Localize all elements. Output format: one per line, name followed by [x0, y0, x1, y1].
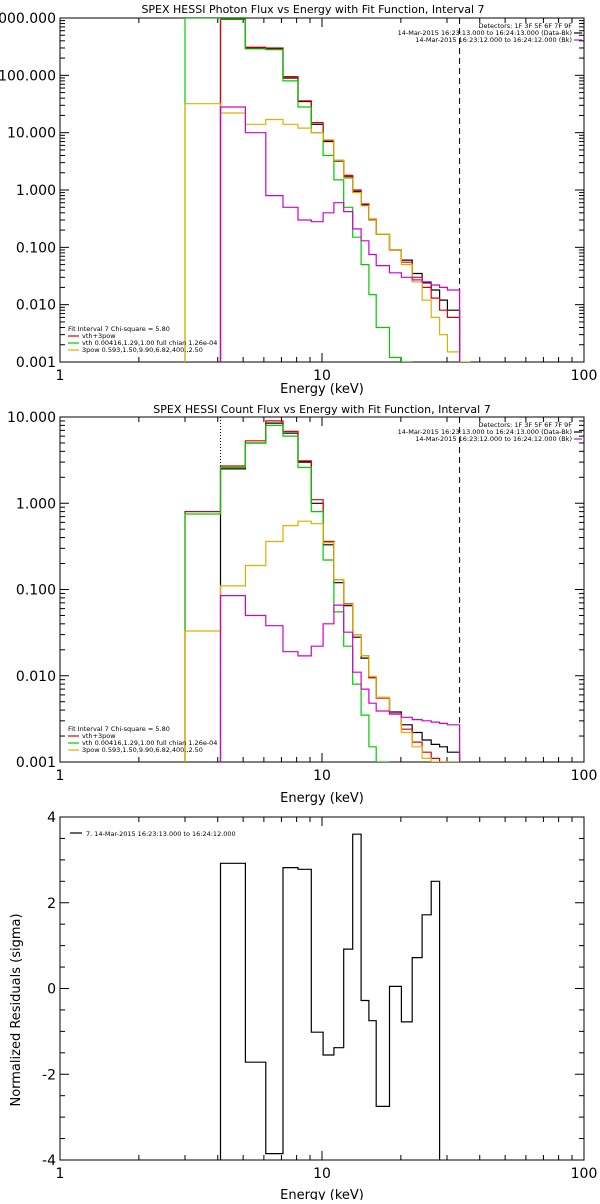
legend-bottom-text: 3pow 0.593,1.50,9.90,6.82,400.,2.50: [82, 346, 203, 354]
legend-bottom-text: vth 0.00416,1.29,1.00 full chian 1.26e-0…: [82, 339, 217, 347]
y-tick-label: 0.001: [16, 755, 56, 771]
y-tick-label: 1.000: [16, 496, 56, 512]
residuals-xlabel: Energy (keV): [280, 1188, 364, 1200]
x-tick-label: 10: [313, 368, 331, 384]
series-line-residuals: [219, 833, 441, 1160]
legend-top-text: 14-Mar-2015 16:23:13.000 to 16:24:13.000…: [398, 29, 572, 37]
y-tick-label: 0: [47, 982, 56, 998]
x-tick-label: 100: [571, 1166, 598, 1182]
x-tick-label: 1: [56, 368, 65, 384]
residuals-ylabel: Normalized Residuals (sigma): [9, 913, 24, 1106]
photon-flux-xlabel: Energy (keV): [280, 382, 364, 397]
x-tick-label: 10: [313, 768, 331, 784]
legend-top-text: 14-Mar-2015 16:23:13.000 to 16:24:13.000…: [398, 428, 572, 436]
legend-bottom-text: Fit Interval 7 Chi-square = 5.80: [68, 325, 170, 333]
x-tick-label: 1: [56, 1166, 65, 1182]
series-line-bk: [219, 106, 461, 362]
series-line-vth: [184, 424, 390, 762]
x-tick-label: 100: [571, 368, 598, 384]
series-group: [184, 18, 471, 362]
photon-flux-panel: SPEX HESSI Photon Flux vs Energy with Fi…: [0, 3, 597, 397]
y-tick-label: 100.000: [0, 68, 56, 84]
x-tick-label: 1: [56, 768, 65, 784]
count-flux-title: SPEX HESSI Count Flux vs Energy with Fit…: [153, 403, 490, 416]
y-tick-label: 0.010: [16, 298, 56, 314]
y-tick-label: 1.000: [16, 183, 56, 199]
residuals-panel: Energy (keV) Normalized Residuals (sigma…: [9, 810, 598, 1203]
count-flux-xlabel: Energy (keV): [280, 791, 364, 806]
series-line-3pow: [184, 520, 460, 762]
legend-bottom-text: vth 0.00416,1.29,1.00 full chian 1.26e-0…: [82, 739, 217, 747]
y-tick-label: 0.001: [16, 355, 56, 371]
count-flux-panel: SPEX HESSI Count Flux vs Energy with Fit…: [7, 403, 597, 806]
series-group: [219, 833, 441, 1160]
y-tick-label: 4: [47, 810, 56, 826]
y-tick-label: 0.010: [16, 669, 56, 685]
legend-top-text: Detectors: 1F 3F 5F 6F 7F 9F: [478, 22, 572, 30]
series-group: [184, 420, 461, 762]
series-line-bk: [219, 595, 461, 762]
y-tick-label: -2: [42, 1067, 56, 1083]
x-tick-label: 10: [313, 1166, 331, 1182]
y-tick-label: 2: [47, 896, 56, 912]
legend-bottom-text: Fit Interval 7 Chi-square = 5.80: [68, 725, 170, 733]
y-tick-label: -4: [42, 1153, 56, 1169]
photon-flux-title: SPEX HESSI Photon Flux vs Energy with Fi…: [141, 3, 484, 16]
legend-top-text: Detectors: 1F 3F 5F 6F 7F 9F: [478, 421, 572, 429]
legend-top-text: 14-Mar-2015 16:23:12.000 to 16:24:12.000…: [415, 36, 572, 44]
y-tick-label: 10.000: [7, 410, 56, 426]
legend-bottom-text: vth+3pow: [82, 332, 116, 340]
legend-text: 7. 14-Mar-2015 16:23:13.000 to 16:24:12.…: [86, 830, 236, 838]
series-line-3pow: [184, 103, 471, 362]
legend-top-text: 14-Mar-2015 16:23:12.000 to 16:24:12.000…: [415, 435, 572, 443]
y-tick-label: 0.100: [16, 583, 56, 599]
legend-bottom-text: 3pow 0.593,1.50,9.90,6.82,400.,2.50: [82, 746, 203, 754]
y-tick-label: 0.100: [16, 240, 56, 256]
x-tick-label: 100: [571, 768, 598, 784]
legend-bottom-text: vth+3pow: [82, 732, 116, 740]
y-tick-label: 10.000: [7, 126, 56, 142]
